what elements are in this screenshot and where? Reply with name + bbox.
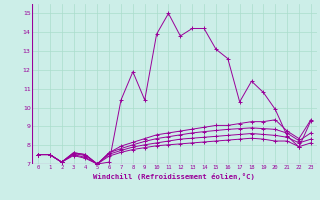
X-axis label: Windchill (Refroidissement éolien,°C): Windchill (Refroidissement éolien,°C) [93,173,255,180]
